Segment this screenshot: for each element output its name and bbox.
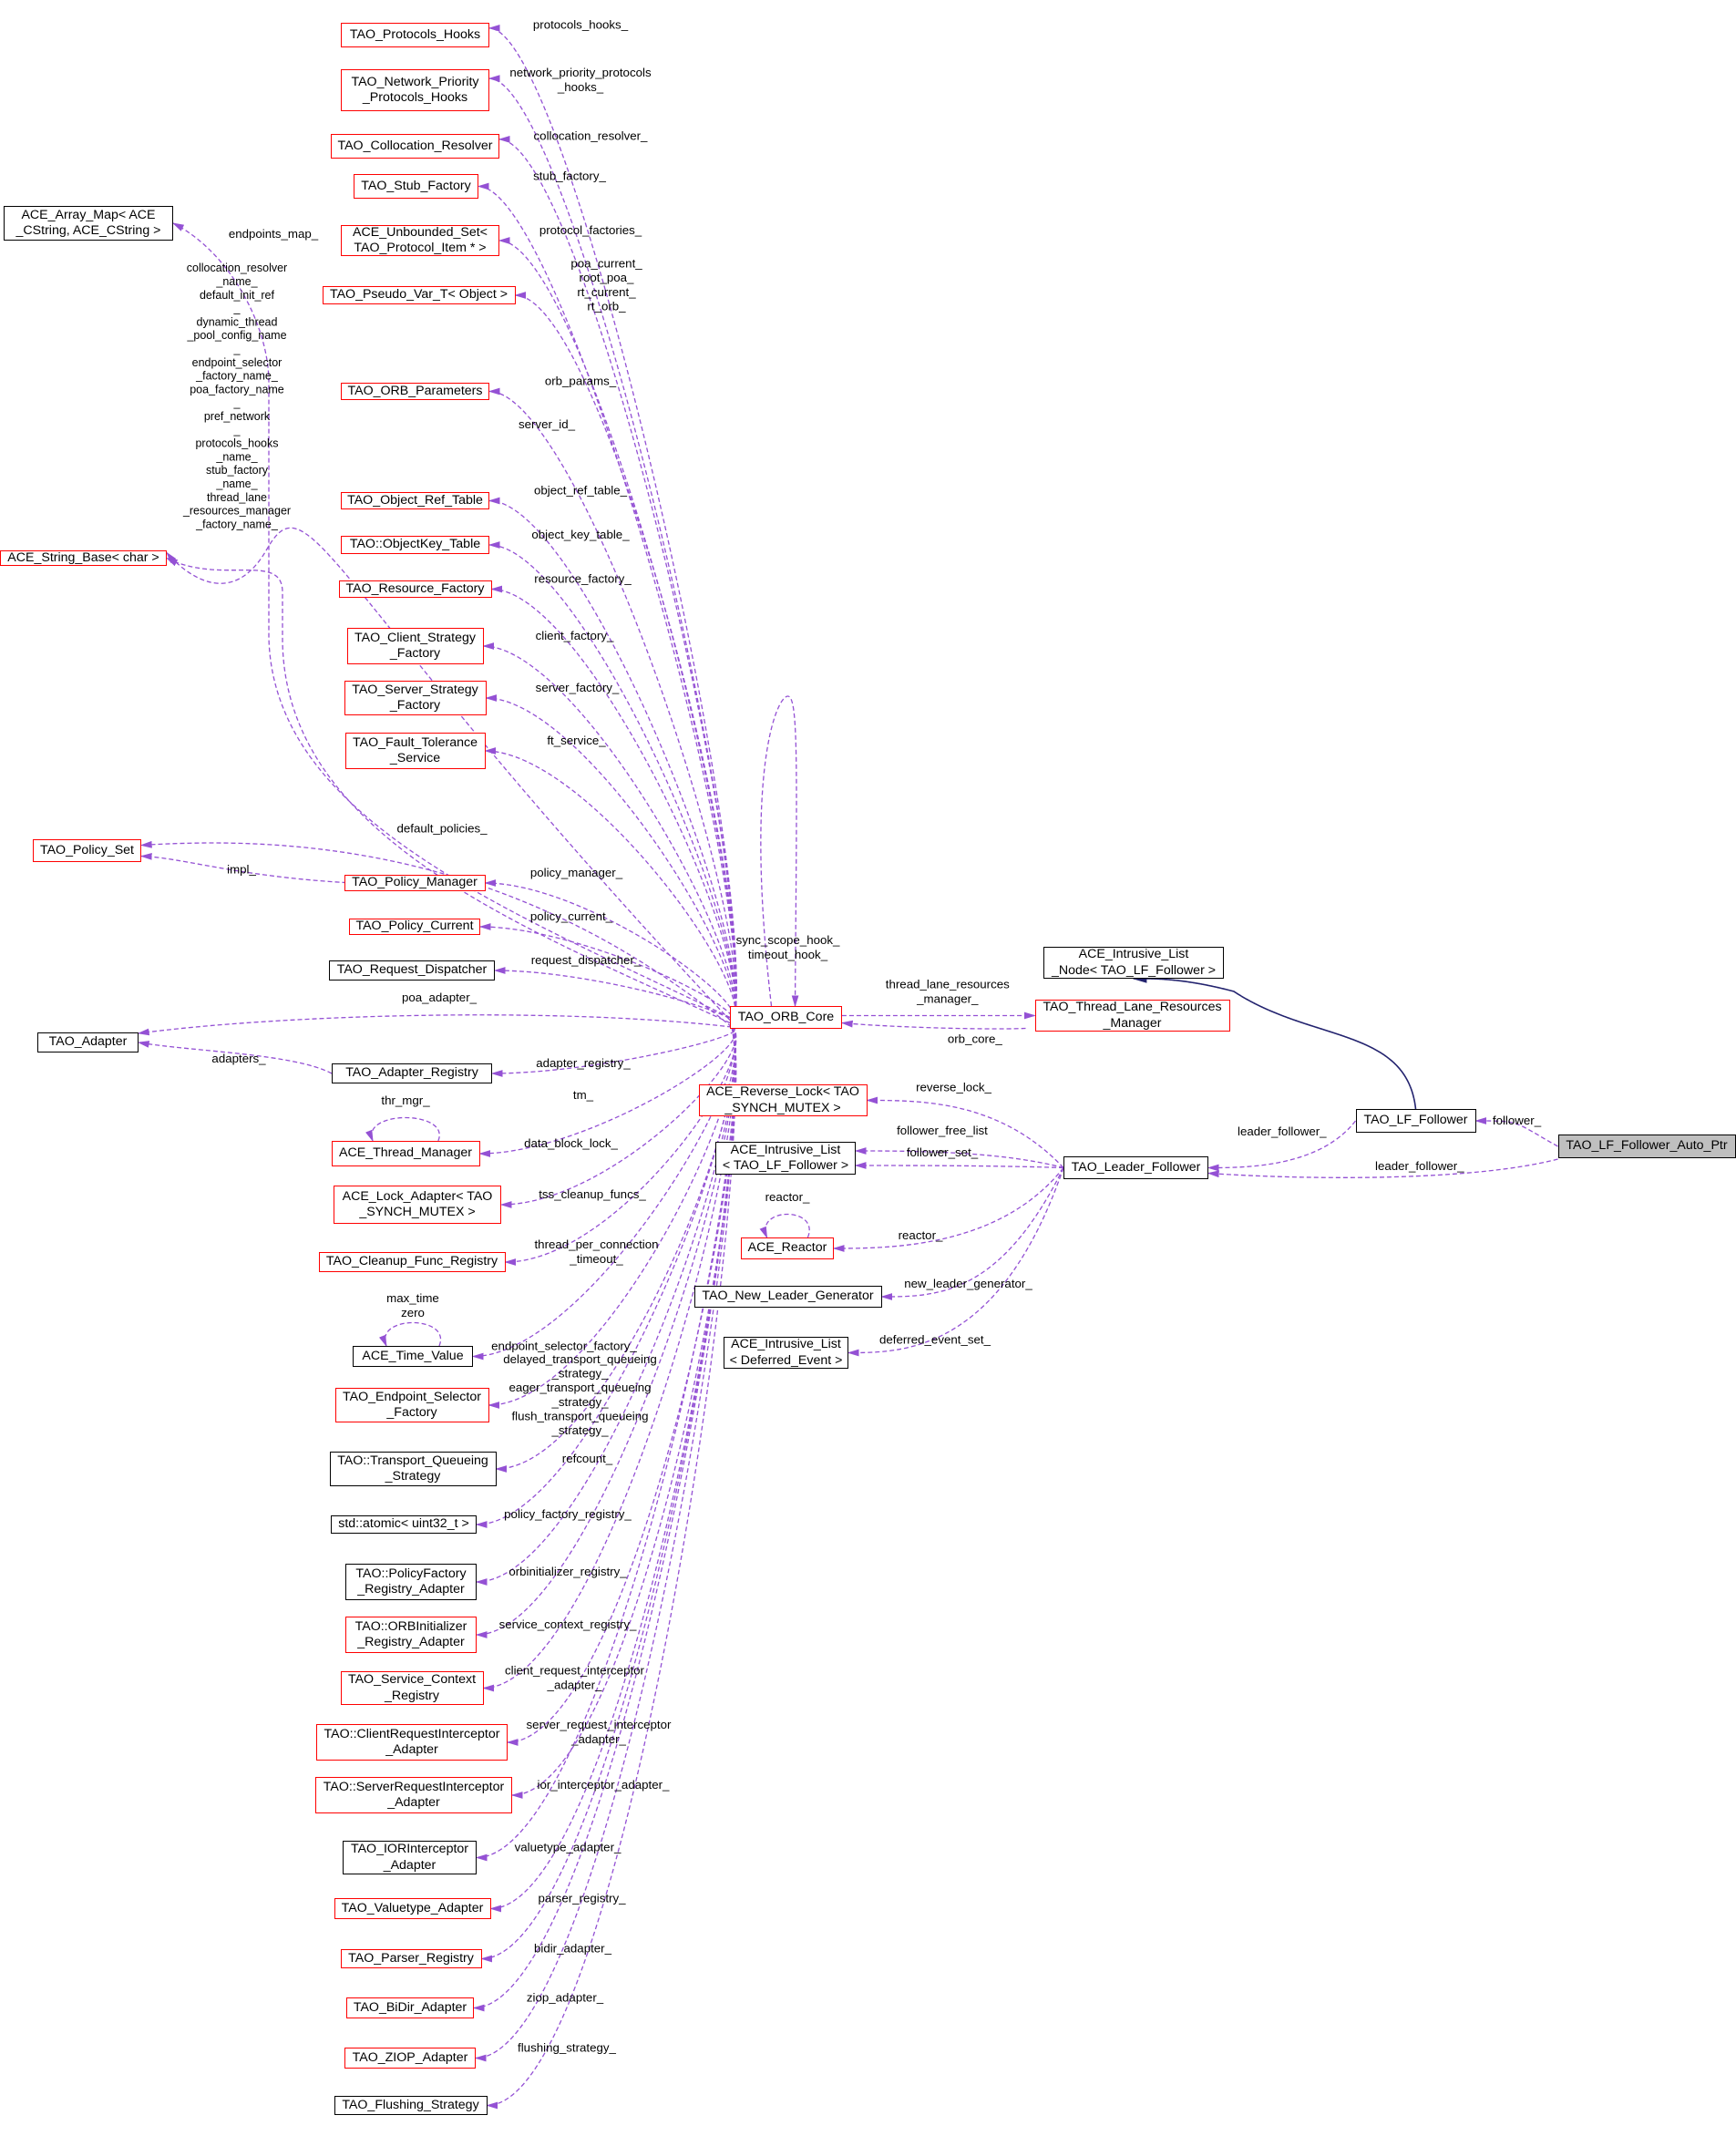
svg-text:follower_set_: follower_set_	[907, 1145, 979, 1159]
svg-text:adapter_registry_: adapter_registry_	[536, 1056, 631, 1070]
svg-text:follower_free_list: follower_free_list	[897, 1124, 988, 1137]
svg-text:stub_factory: stub_factory	[206, 464, 269, 477]
svg-text:pref_network: pref_network	[204, 410, 271, 423]
svg-text:poa_adapter_: poa_adapter_	[402, 991, 478, 1004]
svg-text:adapters_: adapters_	[211, 1052, 266, 1065]
svg-text:reactor_: reactor_	[765, 1190, 810, 1204]
svg-text:timeout_hook_: timeout_hook_	[748, 948, 828, 961]
svg-text:server_factory_: server_factory_	[536, 681, 620, 694]
svg-text:thread_lane: thread_lane	[207, 491, 267, 504]
svg-text:thread_lane_resources: thread_lane_resources	[886, 978, 1010, 991]
svg-text:zero: zero	[401, 1306, 425, 1319]
svg-text:endpoint_selector: endpoint_selector	[192, 356, 282, 369]
svg-text:ior_interceptor_adapter_: ior_interceptor_adapter_	[538, 1778, 670, 1792]
svg-text:server_request_interceptor: server_request_interceptor	[527, 1718, 672, 1731]
svg-text:poa_current_: poa_current_	[570, 257, 642, 271]
svg-text:tss_cleanup_funcs_: tss_cleanup_funcs_	[539, 1187, 646, 1201]
svg-text:max_time: max_time	[386, 1291, 439, 1305]
svg-text:protocols_hooks: protocols_hooks	[195, 437, 278, 450]
svg-text:_adapter_: _adapter_	[547, 1678, 602, 1691]
svg-text:_name_: _name_	[215, 275, 258, 288]
svg-text:object_key_table_: object_key_table_	[531, 528, 630, 541]
svg-text:eager_transport_queueing: eager_transport_queueing	[509, 1381, 652, 1394]
svg-text:server_id_: server_id_	[519, 417, 576, 431]
svg-text:new_leader_generator_: new_leader_generator_	[904, 1277, 1032, 1290]
svg-text:protocols_hooks_: protocols_hooks_	[533, 18, 629, 32]
svg-text:policy_current_: policy_current_	[530, 909, 613, 923]
svg-text:sync_scope_hook_: sync_scope_hook_	[736, 933, 840, 947]
svg-text:impl_: impl_	[227, 863, 256, 877]
svg-text:client_request_interceptor: client_request_interceptor	[505, 1664, 645, 1678]
svg-text:_strategy_: _strategy_	[550, 1367, 609, 1381]
svg-text:policy_factory_registry_: policy_factory_registry_	[504, 1507, 632, 1521]
svg-text:network_priority_protocols: network_priority_protocols	[509, 66, 652, 79]
svg-text:ft_service_: ft_service_	[547, 734, 606, 747]
svg-text:rt_current_: rt_current_	[577, 285, 636, 299]
svg-text:data_block_lock_: data_block_lock_	[524, 1136, 618, 1150]
svg-text:reactor_: reactor_	[899, 1228, 943, 1242]
svg-text:stub_factory_: stub_factory_	[533, 169, 606, 183]
svg-text:reverse_lock_: reverse_lock_	[916, 1081, 991, 1094]
svg-text:leader_follower_: leader_follower_	[1238, 1124, 1327, 1138]
svg-text:_factory_name_: _factory_name_	[195, 370, 279, 383]
svg-text:ziop_adapter_: ziop_adapter_	[527, 1991, 604, 2005]
svg-text:_timeout_: _timeout_	[569, 1252, 623, 1266]
svg-text:request_dispatcher_: request_dispatcher_	[531, 953, 642, 967]
svg-text:_name_: _name_	[215, 477, 258, 490]
svg-text:_: _	[233, 396, 241, 409]
svg-text:protocol_factories_: protocol_factories_	[539, 223, 642, 237]
svg-text:poa_factory_name: poa_factory_name	[190, 383, 284, 395]
svg-text:parser_registry_: parser_registry_	[538, 1892, 626, 1905]
svg-text:rt_orb_: rt_orb_	[587, 299, 626, 313]
svg-text:bidir_adapter_: bidir_adapter_	[534, 1942, 612, 1956]
svg-text:resource_factory_: resource_factory_	[534, 572, 632, 586]
svg-text:flushing_strategy_: flushing_strategy_	[518, 2041, 617, 2055]
svg-text:valuetype_adapter_: valuetype_adapter_	[515, 1841, 621, 1854]
svg-text:default_policies_: default_policies_	[396, 822, 488, 836]
svg-text:refcount_: refcount_	[562, 1452, 613, 1465]
svg-text:_: _	[233, 343, 241, 355]
svg-text:dynamic_thread: dynamic_thread	[197, 315, 278, 328]
svg-text:delayed_transport_queueing: delayed_transport_queueing	[503, 1352, 657, 1366]
svg-text:orb_params_: orb_params_	[545, 375, 617, 388]
svg-text:_: _	[233, 424, 241, 436]
svg-text:_factory_name_: _factory_name_	[195, 518, 279, 530]
svg-text:_hooks_: _hooks_	[557, 80, 604, 94]
svg-text:_name_: _name_	[215, 450, 258, 463]
svg-text:collocation_resolver: collocation_resolver	[187, 262, 287, 274]
svg-text:follower_: follower_	[1493, 1114, 1542, 1127]
svg-text:_strategy_: _strategy_	[550, 1423, 609, 1437]
svg-text:endpoints_map_: endpoints_map_	[229, 227, 319, 241]
svg-text:orbinitializer_registry_: orbinitializer_registry_	[508, 1565, 627, 1578]
svg-text:policy_manager_: policy_manager_	[530, 866, 623, 879]
svg-text:thread_per_connection: thread_per_connection	[534, 1237, 658, 1251]
svg-text:default_init_ref: default_init_ref	[200, 289, 275, 302]
svg-text:object_ref_table_: object_ref_table_	[534, 484, 628, 498]
svg-text:thr_mgr_: thr_mgr_	[381, 1094, 430, 1107]
svg-text:_: _	[233, 303, 241, 315]
svg-text:_resources_manager: _resources_manager	[182, 505, 291, 518]
svg-text:tm_: tm_	[573, 1088, 594, 1102]
svg-text:service_context_registry_: service_context_registry_	[499, 1617, 637, 1631]
svg-text:_manager_: _manager_	[916, 991, 979, 1005]
svg-text:orb_core_: orb_core_	[948, 1032, 1002, 1046]
svg-text:client_factory_: client_factory_	[536, 629, 614, 642]
svg-text:_strategy_: _strategy_	[550, 1395, 609, 1409]
svg-text:_pool_config_name: _pool_config_name	[186, 329, 286, 342]
svg-text:flush_transport_queueing: flush_transport_queueing	[511, 1409, 648, 1422]
svg-text:root_poa_: root_poa_	[580, 271, 634, 284]
svg-text:_adapter_: _adapter_	[570, 1732, 626, 1746]
svg-text:leader_follower_: leader_follower_	[1375, 1159, 1464, 1173]
svg-text:deferred_event_set_: deferred_event_set_	[879, 1333, 991, 1347]
svg-text:collocation_resolver_: collocation_resolver_	[534, 129, 649, 143]
svg-text:endpoint_selector_factory_: endpoint_selector_factory_	[491, 1340, 637, 1353]
